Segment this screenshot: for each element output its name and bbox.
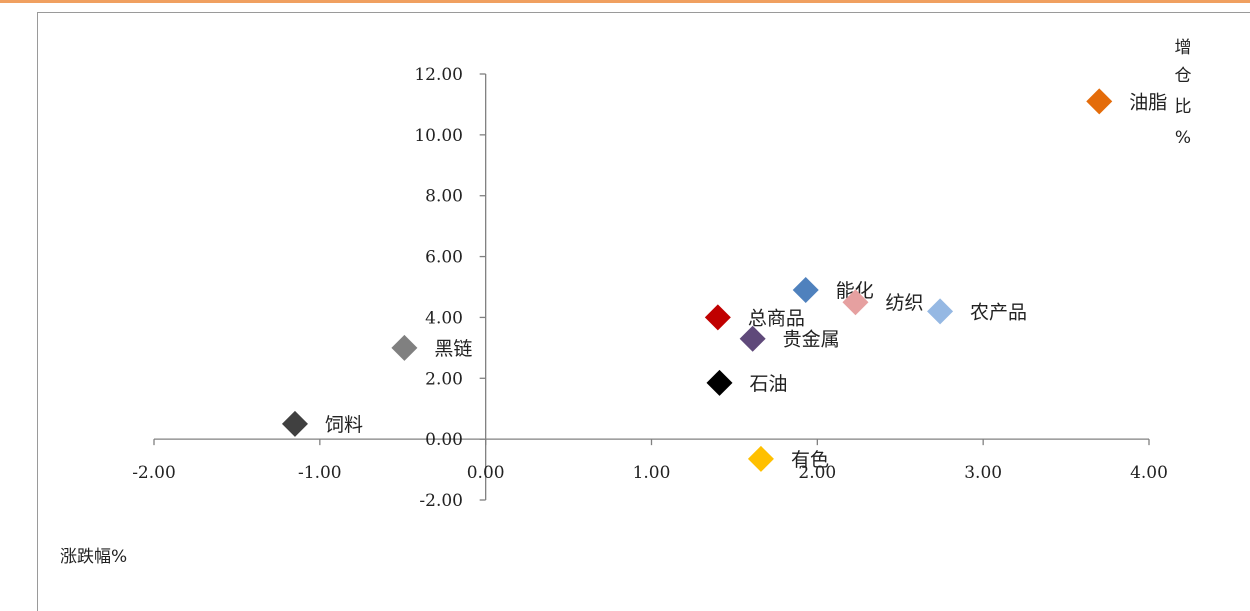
data-point: 农产品	[927, 298, 1027, 325]
axes	[154, 74, 1149, 500]
point-label: 油脂	[1129, 91, 1167, 113]
point-label: 农产品	[970, 301, 1027, 323]
point-marker	[281, 410, 308, 437]
point-marker	[739, 325, 766, 352]
point-marker	[704, 304, 731, 331]
x-tick-label: 4.00	[1130, 463, 1168, 483]
y-tick-label: 4.00	[425, 308, 463, 328]
y-tick-label: 2.00	[425, 369, 463, 389]
x-tick-label: 0.00	[467, 463, 505, 483]
point-label: 纺织	[885, 292, 923, 314]
data-points: 油脂能化纺织农产品总商品贵金属黑链石油饲料有色	[281, 88, 1167, 472]
y-tick-label: 12.00	[414, 65, 463, 85]
y-tick-label: -2.00	[419, 491, 463, 511]
point-marker	[792, 277, 819, 304]
point-label: 石油	[749, 373, 787, 395]
y-axis-title-char: 比	[1175, 97, 1192, 117]
point-label: 总商品	[748, 307, 805, 329]
x-tick-label: 3.00	[964, 463, 1002, 483]
y-axis-title-char: %	[1175, 128, 1191, 148]
x-tick-label: 1.00	[633, 463, 671, 483]
data-point: 饲料	[281, 410, 363, 437]
x-ticks: -2.00 -1.00 0.00 1.00 2.00 3.00 4.00	[132, 439, 1168, 483]
data-point: 油脂	[1086, 88, 1167, 115]
point-marker	[706, 369, 733, 396]
y-ticks: 12.00 10.00 8.00 6.00 4.00 2.00 0.00 -2.00	[414, 65, 486, 511]
y-tick-label: 0.00	[425, 430, 463, 450]
point-label: 贵金属	[783, 329, 840, 351]
point-marker	[1086, 88, 1113, 115]
data-point: 总商品	[704, 304, 805, 331]
y-tick-label: 6.00	[425, 248, 463, 268]
data-point: 黑链	[391, 334, 472, 361]
point-marker	[927, 298, 954, 325]
point-marker	[747, 445, 774, 472]
x-axis-title: 涨跌幅%	[60, 547, 127, 567]
x-tick-label: -1.00	[298, 463, 342, 483]
data-point: 纺织	[842, 289, 923, 316]
point-marker	[842, 289, 869, 316]
y-axis-title-char: 仓	[1175, 66, 1192, 86]
y-axis-title-char: 增	[1175, 38, 1192, 58]
point-label: 黑链	[434, 338, 472, 360]
chart-area-border	[37, 12, 1250, 611]
point-label: 饲料	[325, 414, 363, 436]
data-point: 贵金属	[739, 325, 840, 352]
point-label: 有色	[791, 449, 829, 471]
y-tick-label: 8.00	[425, 187, 463, 207]
top-accent-bar	[0, 0, 1250, 3]
x-tick-label: -2.00	[132, 463, 176, 483]
y-axis-title: 增仓比%	[1175, 38, 1192, 148]
point-marker	[391, 334, 418, 361]
data-point: 石油	[706, 369, 788, 396]
y-tick-label: 10.00	[414, 126, 463, 146]
data-point: 有色	[747, 445, 829, 472]
x-tick-label: 2.00	[798, 463, 836, 483]
